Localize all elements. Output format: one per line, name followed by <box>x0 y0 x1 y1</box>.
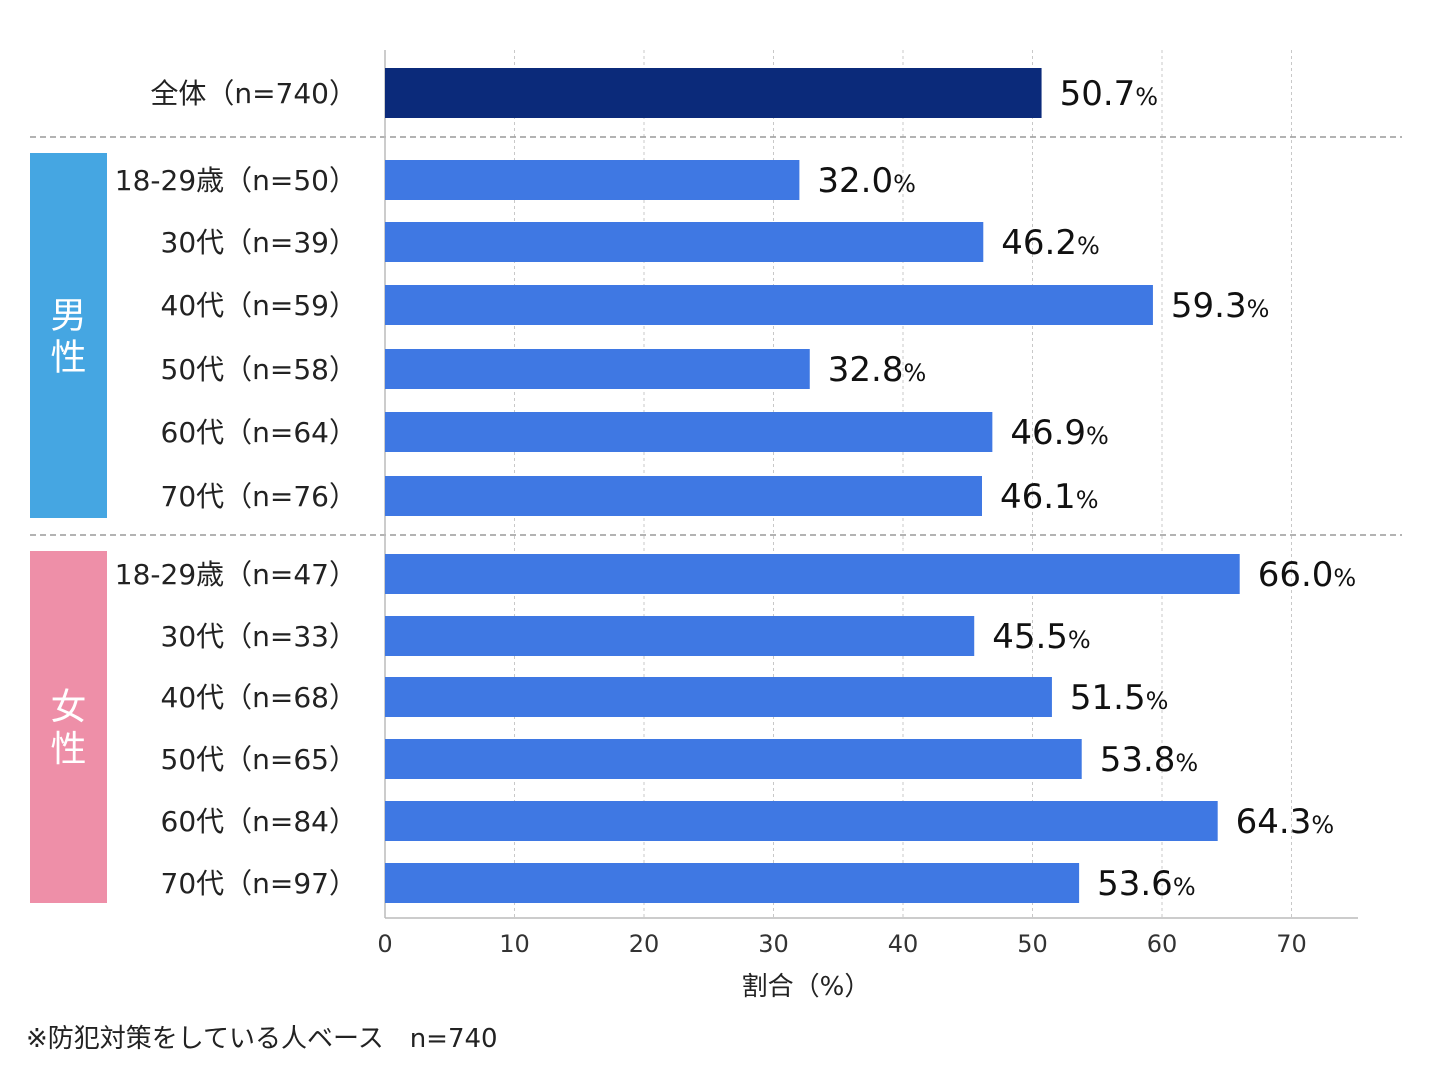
x-tick-label-60: 60 <box>1147 930 1178 958</box>
x-tick-label-70: 70 <box>1276 930 1307 958</box>
category-label-2-1: 30代（n=33） <box>161 620 357 653</box>
category-label-2-3: 50代（n=65） <box>161 743 357 776</box>
group-box-1 <box>30 153 107 518</box>
category-label-1-2: 40代（n=59） <box>161 289 357 322</box>
bar-2-3 <box>385 739 1082 779</box>
bar-1-2 <box>385 285 1153 325</box>
x-tick-label-30: 30 <box>758 930 789 958</box>
x-tick-label-40: 40 <box>888 930 919 958</box>
bar-2-5 <box>385 863 1080 903</box>
value-label-1-4: 46.9% <box>1010 413 1109 453</box>
footnote: ※防犯対策をしている人ベース n=740 <box>26 1024 498 1054</box>
group-label-1: 男性 <box>50 296 86 379</box>
bar-0-0 <box>385 68 1042 118</box>
value-label-2-3: 53.8% <box>1100 740 1199 780</box>
value-label-1-2: 59.3% <box>1171 286 1270 326</box>
category-label-1-3: 50代（n=58） <box>161 353 357 386</box>
value-label-1-3: 32.8% <box>828 350 927 390</box>
category-label-2-0: 18-29歳（n=47） <box>115 558 357 591</box>
bar-2-0 <box>385 554 1240 594</box>
value-label-2-0: 66.0% <box>1258 555 1357 595</box>
category-label-1-1: 30代（n=39） <box>161 226 357 259</box>
value-label-2-1: 45.5% <box>992 617 1091 657</box>
x-tick-label-10: 10 <box>499 930 530 958</box>
x-tick-label-0: 0 <box>377 930 392 958</box>
x-tick-label-50: 50 <box>1017 930 1048 958</box>
category-label-1-5: 70代（n=76） <box>161 480 357 513</box>
x-axis-title: 割合（%） <box>742 972 871 1002</box>
bar-1-1 <box>385 222 984 262</box>
category-label-2-5: 70代（n=97） <box>161 867 357 900</box>
bar-2-4 <box>385 801 1218 841</box>
bar-1-4 <box>385 412 993 452</box>
value-label-1-5: 46.1% <box>1000 477 1099 517</box>
category-label-1-0: 18-29歳（n=50） <box>115 164 357 197</box>
bar-2-1 <box>385 616 975 656</box>
bar-1-0 <box>385 160 800 200</box>
group-box-2 <box>30 551 107 903</box>
category-label-2-2: 40代（n=68） <box>161 681 357 714</box>
bar-1-5 <box>385 476 982 516</box>
value-label-1-1: 46.2% <box>1001 223 1100 263</box>
value-label-2-5: 53.6% <box>1097 864 1196 904</box>
value-label-0-0: 50.7% <box>1060 74 1159 114</box>
category-label-0-0: 全体（n=740） <box>150 77 357 110</box>
bar-1-3 <box>385 349 810 389</box>
category-label-1-4: 60代（n=64） <box>161 416 357 449</box>
bar-2-2 <box>385 677 1052 717</box>
group-label-2: 女性 <box>50 687 86 770</box>
category-label-2-4: 60代（n=84） <box>161 805 357 838</box>
value-label-2-4: 64.3% <box>1236 802 1335 842</box>
value-label-2-2: 51.5% <box>1070 678 1169 718</box>
x-tick-label-20: 20 <box>629 930 660 958</box>
value-label-1-0: 32.0% <box>817 161 916 201</box>
